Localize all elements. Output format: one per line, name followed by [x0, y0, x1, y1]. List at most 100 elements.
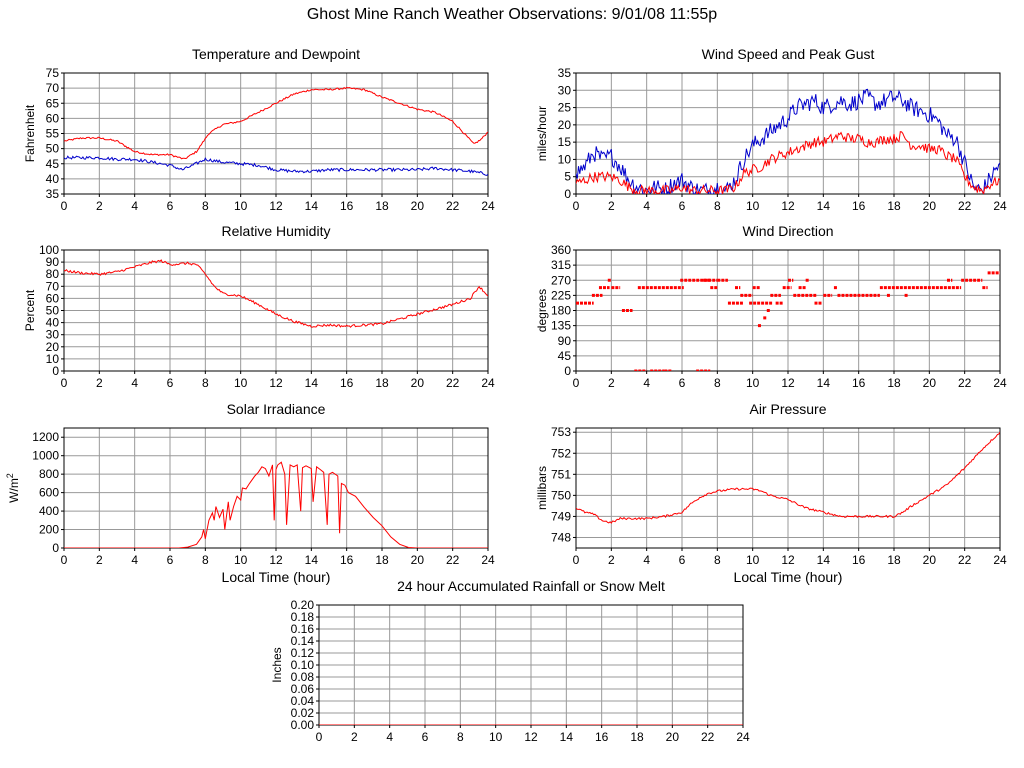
wind-speed-ytick-label: 0 [564, 187, 571, 201]
temperature-title: Temperature and Dewpoint [192, 46, 360, 62]
wind-speed-xtick-label: 2 [608, 199, 615, 213]
temperature-ytick-label: 45 [46, 157, 60, 171]
pressure-xtick-label: 12 [781, 553, 795, 567]
humidity-series-line-0 [64, 259, 488, 328]
wind-direction-xtick-label: 22 [958, 376, 972, 390]
humidity-xtick-label: 0 [61, 376, 68, 390]
humidity-xtick-label: 20 [411, 376, 425, 390]
rainfall-ytick-label: 0.00 [291, 718, 315, 732]
temperature-xtick-label: 14 [305, 199, 319, 213]
rainfall-ytick-label: 0.08 [291, 670, 315, 684]
pressure-xtick-label: 18 [887, 553, 901, 567]
temperature-xtick-label: 12 [269, 199, 283, 213]
pressure-ytick-label: 753 [551, 425, 571, 439]
pressure-title: Air Pressure [749, 401, 826, 417]
temperature-xtick-label: 22 [446, 199, 460, 213]
rainfall-ytick-label: 0.02 [291, 706, 315, 720]
temperature-xtick-label: 2 [96, 199, 103, 213]
wind-speed-ytick-label: 15 [558, 135, 572, 149]
humidity-xtick-label: 16 [340, 376, 354, 390]
solar-ytick-label: 200 [39, 523, 59, 537]
wind-direction-xtick-label: 16 [852, 376, 866, 390]
temperature-ytick-label: 75 [46, 66, 60, 80]
wind-speed-ytick-label: 10 [558, 152, 572, 166]
wind-speed-ytick-label: 25 [558, 101, 572, 115]
solar-xtick-label: 2 [96, 553, 103, 567]
solar-title: Solar Irradiance [227, 401, 326, 417]
solar-ytick-label: 1200 [32, 430, 59, 444]
wind-speed-series-line-0 [576, 88, 1000, 194]
solar-xtick-label: 24 [481, 553, 495, 567]
wind-direction-xtick-label: 20 [923, 376, 937, 390]
wind-direction-xtick-label: 6 [679, 376, 686, 390]
rainfall-xtick-label: 10 [489, 730, 503, 744]
humidity-xtick-label: 2 [96, 376, 103, 390]
pressure-xtick-label: 24 [993, 553, 1007, 567]
humidity-ytick-label: 80 [46, 267, 60, 281]
wind-speed-xtick-label: 14 [817, 199, 831, 213]
solar-xtick-label: 4 [131, 553, 138, 567]
wind-speed-title: Wind Speed and Peak Gust [702, 46, 875, 62]
temperature-xtick-label: 6 [167, 199, 174, 213]
wind-direction-ytick-label: 180 [551, 304, 571, 318]
rainfall-ytick-label: 0.18 [291, 610, 315, 624]
rainfall-xtick-label: 20 [666, 730, 680, 744]
temperature-ytick-label: 65 [46, 96, 60, 110]
humidity-xtick-label: 12 [269, 376, 283, 390]
wind-direction-xtick-label: 14 [817, 376, 831, 390]
humidity-ytick-label: 0 [52, 364, 59, 378]
rainfall-xtick-label: 14 [560, 730, 574, 744]
rainfall-xtick-label: 18 [630, 730, 644, 744]
pressure-xtick-label: 16 [852, 553, 866, 567]
wind-speed-xtick-label: 18 [887, 199, 901, 213]
wind-direction-ytick-label: 45 [558, 349, 572, 363]
pressure-ytick-label: 751 [551, 467, 571, 481]
solar-xlabel: Local Time (hour) [222, 569, 331, 585]
wind-speed-xtick-label: 24 [993, 199, 1007, 213]
humidity-xtick-label: 8 [202, 376, 209, 390]
wind-direction-xtick-label: 12 [781, 376, 795, 390]
rainfall-xtick-label: 4 [386, 730, 393, 744]
pressure-xtick-label: 8 [714, 553, 721, 567]
wind-direction-ytick-label: 315 [551, 258, 571, 272]
wind-speed-ytick-label: 20 [558, 118, 572, 132]
humidity-xtick-label: 6 [167, 376, 174, 390]
humidity-xtick-label: 14 [305, 376, 319, 390]
rainfall-xtick-label: 16 [595, 730, 609, 744]
solar-xtick-label: 16 [340, 553, 354, 567]
wind-direction-xtick-label: 8 [714, 376, 721, 390]
rainfall-ytick-label: 0.04 [291, 694, 315, 708]
rainfall-xtick-label: 6 [422, 730, 429, 744]
pressure-ylabel: millibars [535, 466, 549, 510]
temperature-ytick-label: 40 [46, 172, 60, 186]
wind-direction-xtick-label: 18 [887, 376, 901, 390]
solar-xtick-label: 14 [305, 553, 319, 567]
wind-direction-xtick-label: 24 [993, 376, 1007, 390]
pressure-xtick-label: 20 [923, 553, 937, 567]
humidity-xtick-label: 10 [234, 376, 248, 390]
wind-speed-ytick-label: 35 [558, 66, 572, 80]
humidity-title: Relative Humidity [222, 223, 331, 239]
humidity-ytick-label: 20 [46, 340, 60, 354]
wind-direction-ytick-label: 360 [551, 243, 571, 257]
humidity-xtick-label: 4 [131, 376, 138, 390]
humidity-ytick-label: 70 [46, 279, 60, 293]
rainfall-xtick-label: 2 [351, 730, 358, 744]
rainfall-xtick-label: 24 [736, 730, 750, 744]
humidity-ytick-label: 40 [46, 316, 60, 330]
solar-ytick-label: 0 [52, 541, 59, 555]
rainfall-xtick-label: 12 [524, 730, 538, 744]
solar-xtick-label: 22 [446, 553, 460, 567]
rainfall-ytick-label: 0.20 [291, 598, 315, 612]
pressure-ytick-label: 750 [551, 488, 571, 502]
solar-xtick-label: 6 [167, 553, 174, 567]
temperature-ytick-label: 35 [46, 187, 60, 201]
rainfall-ytick-label: 0.06 [291, 682, 315, 696]
temperature-xtick-label: 0 [61, 199, 68, 213]
temperature-xtick-label: 24 [481, 199, 495, 213]
solar-ytick-label: 400 [39, 504, 59, 518]
